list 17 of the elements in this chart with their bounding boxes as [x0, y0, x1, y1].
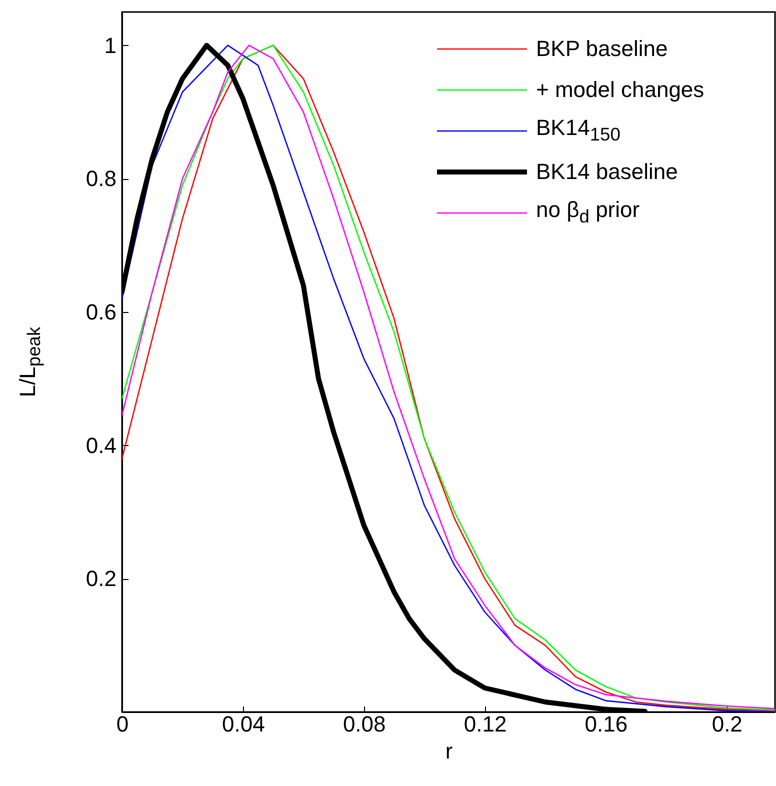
x-axis-title: r: [445, 738, 453, 764]
x-tick-label: 0.16: [584, 712, 628, 736]
y-tick-label: 1: [104, 32, 116, 58]
legend-label: BK14$_{150}$: [536, 115, 620, 146]
legend-label: no β$_{d}$ prior: [536, 197, 640, 228]
x-tick-label: 0.04: [222, 712, 265, 736]
y-tick-label: 0.8: [86, 166, 116, 192]
y-tick-label: 0.2: [86, 566, 116, 592]
y-tick-label: 0.6: [86, 300, 116, 324]
legend-label: BKP baseline: [536, 36, 668, 62]
legend-label: BK14 baseline: [536, 158, 678, 184]
x-tick-label: 0: [116, 712, 129, 736]
y-tick-label: 0.4: [86, 432, 116, 458]
x-tick-label: 0.2: [712, 712, 742, 736]
x-tick-label: 0.12: [464, 712, 507, 736]
x-tick-label: 0.08: [342, 712, 386, 736]
legend-label: + model changes: [536, 76, 704, 102]
